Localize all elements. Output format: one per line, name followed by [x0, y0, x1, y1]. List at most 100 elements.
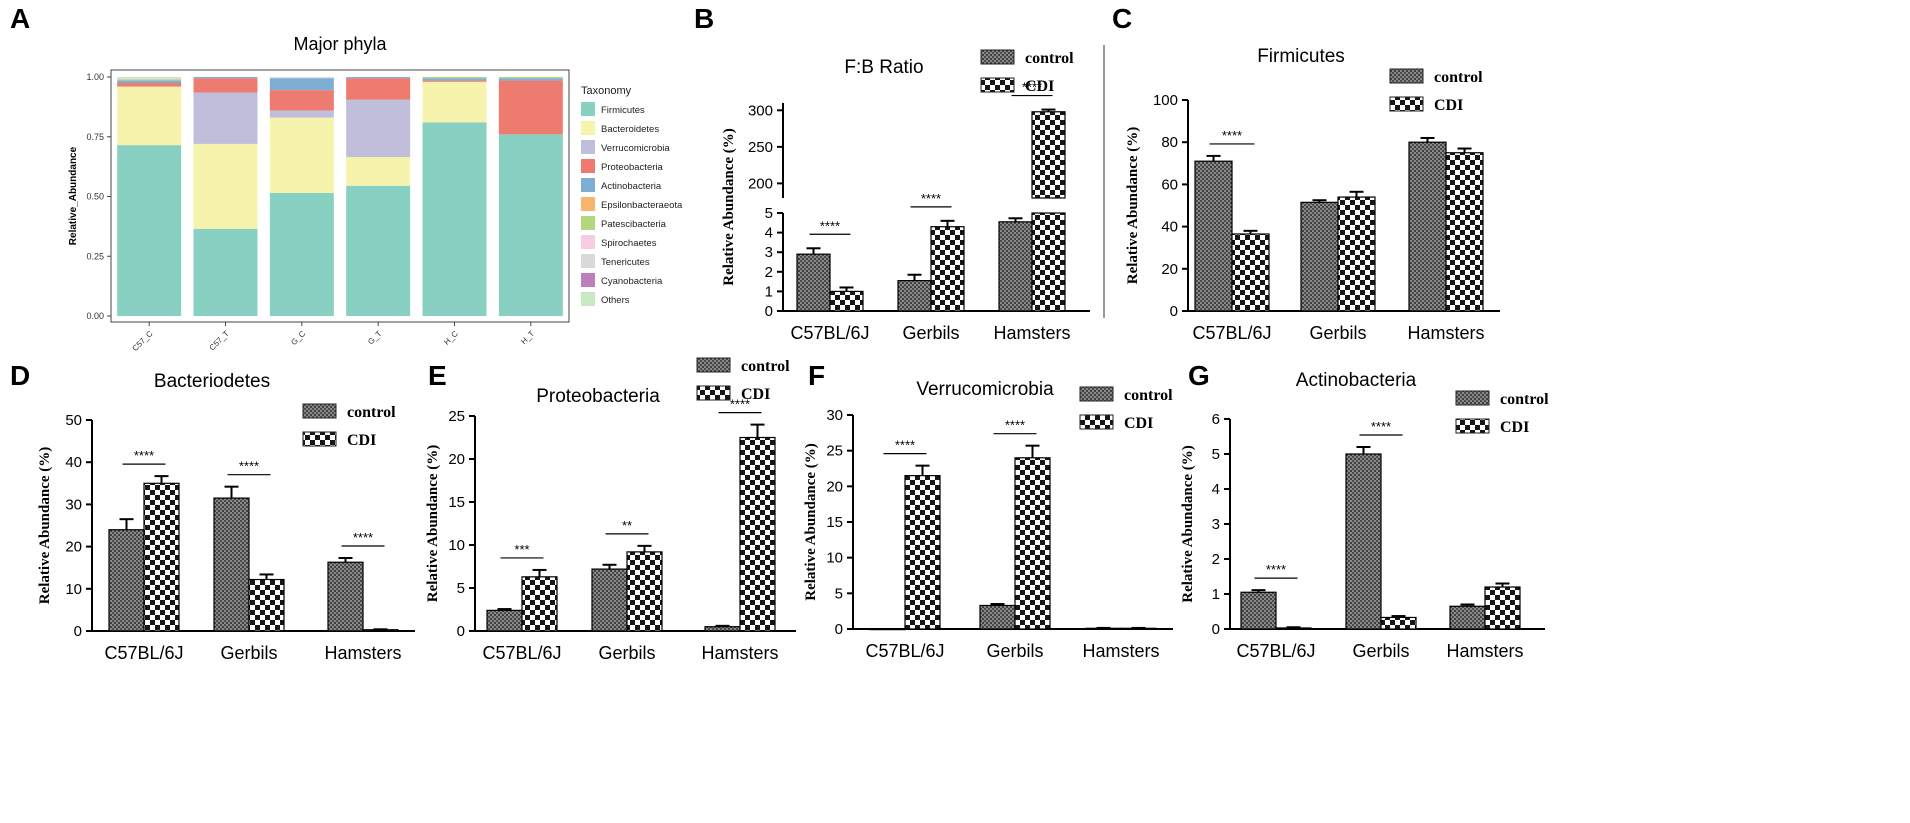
legend-label: control: [1500, 391, 1549, 408]
x-tick-label: Hamsters: [701, 643, 778, 663]
legend-swatch: [581, 254, 595, 268]
y-tick-label: 0: [74, 623, 82, 640]
bar: [486, 609, 523, 632]
legend-swatch: [1389, 68, 1424, 84]
bar: [626, 551, 663, 632]
y-tick-label: 3: [765, 244, 773, 261]
legend-label: Others: [601, 295, 630, 306]
legend-swatch: [1455, 390, 1490, 406]
bar: [1240, 591, 1277, 630]
y-tick-label: 40: [1161, 219, 1178, 236]
y-tick-label: 0: [765, 303, 773, 320]
bar: [1380, 616, 1417, 630]
legend-label: CDI: [347, 432, 376, 449]
panel-d-chart: Bacteriodetes 0 10 20 30 40 50 Relative Abundan…: [37, 371, 415, 663]
y-tick-label: 250: [748, 139, 773, 156]
y-tick-label: 100: [1153, 92, 1178, 109]
x-tick-label: C57BL/6J: [1192, 323, 1271, 343]
y-tick-label: 20: [826, 478, 843, 495]
x-tick-label: Gerbils: [598, 643, 655, 663]
x-tick-label: C57BL/6J: [1236, 641, 1315, 661]
y-tick-label: 1: [1212, 586, 1220, 603]
bar: [869, 628, 906, 631]
significance-label: ****: [820, 218, 840, 233]
stack-segment: [269, 78, 334, 91]
chart-title: Firmicutes: [1257, 46, 1345, 67]
stack-segment: [269, 90, 334, 111]
bar: [1445, 152, 1484, 312]
bar: [1031, 212, 1066, 312]
y-axis-label: Relative Abundance (%): [37, 447, 53, 605]
legend-swatch: [302, 403, 337, 419]
legend-swatch: [581, 216, 595, 230]
x-tick-label: C57BL/6J: [482, 643, 561, 663]
bar: [739, 436, 776, 632]
significance-label: ****: [134, 448, 154, 463]
significance-label: **: [622, 518, 632, 533]
panel-c-chart: Firmicutes 0 20 40 60 80 100 Relative Abundance…: [1125, 46, 1500, 343]
legend-label: control: [347, 404, 396, 421]
legend-swatch: [581, 197, 595, 211]
plot-frame: [110, 69, 570, 323]
y-tick-label: 0: [457, 623, 465, 640]
legend-swatch: [581, 140, 595, 154]
significance-label: ****: [239, 459, 259, 474]
legend-swatch: [980, 49, 1015, 65]
y-tick-label: 5: [765, 205, 773, 222]
legend-label: Spirochaetes: [601, 238, 657, 249]
bar: [796, 253, 831, 312]
significance-label: ****: [1005, 418, 1025, 433]
legend-label: control: [1025, 50, 1074, 67]
bar: [904, 475, 941, 630]
y-axis-label: Relative Abundance (%): [721, 128, 737, 286]
x-tick-label: Hamsters: [324, 643, 401, 663]
y-axis-label: Relative Abundance (%): [1125, 127, 1141, 285]
significance-label: ****: [1266, 562, 1286, 577]
legend-label: Epsilonbacteraeota: [601, 200, 683, 211]
stack-segment: [117, 145, 182, 316]
stack-segment: [117, 77, 182, 79]
chart-title: Actinobacteria: [1296, 370, 1417, 391]
stack-segment: [117, 80, 182, 83]
legend-swatch: [1389, 96, 1424, 112]
panel-e-chart: Proteobacteria 0 5 10 15 20 25 Relative Abundan…: [425, 357, 796, 663]
y-tick-label: 5: [457, 580, 465, 597]
bar: [248, 578, 285, 632]
y-tick-label: 0: [1212, 621, 1220, 638]
y-tick-label: 1.00: [86, 72, 104, 82]
stack-segment: [193, 228, 258, 316]
legend-label: CDI: [1124, 415, 1153, 432]
y-tick-label: 0.75: [86, 132, 104, 142]
x-tick-label: Gerbils: [220, 643, 277, 663]
bar: [1194, 160, 1233, 312]
stack-segment: [498, 134, 563, 316]
bar: [1484, 586, 1521, 630]
x-tick-label: C57_T: [208, 329, 231, 352]
stack-segment: [117, 82, 182, 87]
bar: [829, 290, 864, 312]
legend-swatch: [581, 178, 595, 192]
stack-segment: [269, 77, 334, 79]
bar: [213, 497, 250, 632]
y-tick-label: 1: [765, 283, 773, 300]
legend-label: Verrucomicrobia: [601, 143, 670, 154]
y-tick-label: 0: [835, 621, 843, 638]
panel-letter: C: [1112, 3, 1132, 34]
y-tick-label: 3: [1212, 516, 1220, 533]
legend-swatch: [581, 273, 595, 287]
stack-segment: [193, 78, 258, 93]
x-tick-label: Hamsters: [1082, 641, 1159, 661]
y-tick-label: 6: [1212, 411, 1220, 428]
y-tick-label: 2: [765, 264, 773, 281]
bar: [1231, 233, 1270, 312]
y-axis-label: Relative_Abundance: [68, 146, 79, 245]
legend-swatch: [1079, 414, 1114, 430]
stack-segment: [117, 79, 182, 81]
chart-title: F:B Ratio: [844, 57, 923, 78]
y-tick-label: 4: [765, 225, 773, 242]
x-tick-label: Gerbils: [902, 323, 959, 343]
legend-swatch: [696, 385, 731, 401]
stack-segment: [346, 78, 411, 100]
bar: [897, 280, 932, 312]
legend-swatch: [302, 431, 337, 447]
